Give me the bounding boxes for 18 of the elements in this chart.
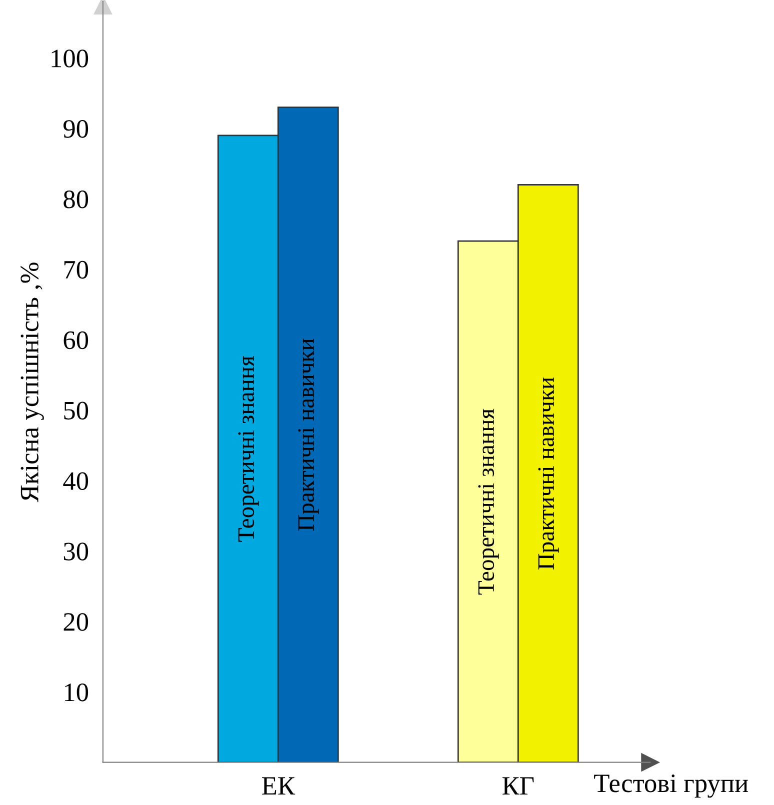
y-tick-label: 50 [64, 402, 88, 420]
x-tick-label: КГ [502, 777, 534, 795]
text: Практичні навички [538, 377, 559, 570]
y-tick-label: 90 [64, 120, 88, 138]
y-tick-label: 70 [64, 260, 88, 279]
x-axis-title: Тестові групи [594, 774, 748, 798]
y-axis-title: Якісна успішність ,% [20, 262, 44, 502]
text: Теоретичні знання [478, 408, 499, 595]
y-tick-label: 60 [64, 331, 88, 350]
x-tick-label: ЕК [262, 777, 296, 795]
y-tick-label: 100 [52, 50, 88, 68]
y-tick-label: 30 [64, 542, 88, 560]
y-tick-label: 10 [64, 684, 88, 702]
y-tick-label: 40 [63, 472, 88, 490]
series-label: Практичні навички [298, 338, 319, 531]
y-tick-label: 20 [64, 613, 88, 631]
y-tick-label: 80 [64, 190, 88, 208]
series-label: Теоретичні знання [238, 356, 259, 542]
